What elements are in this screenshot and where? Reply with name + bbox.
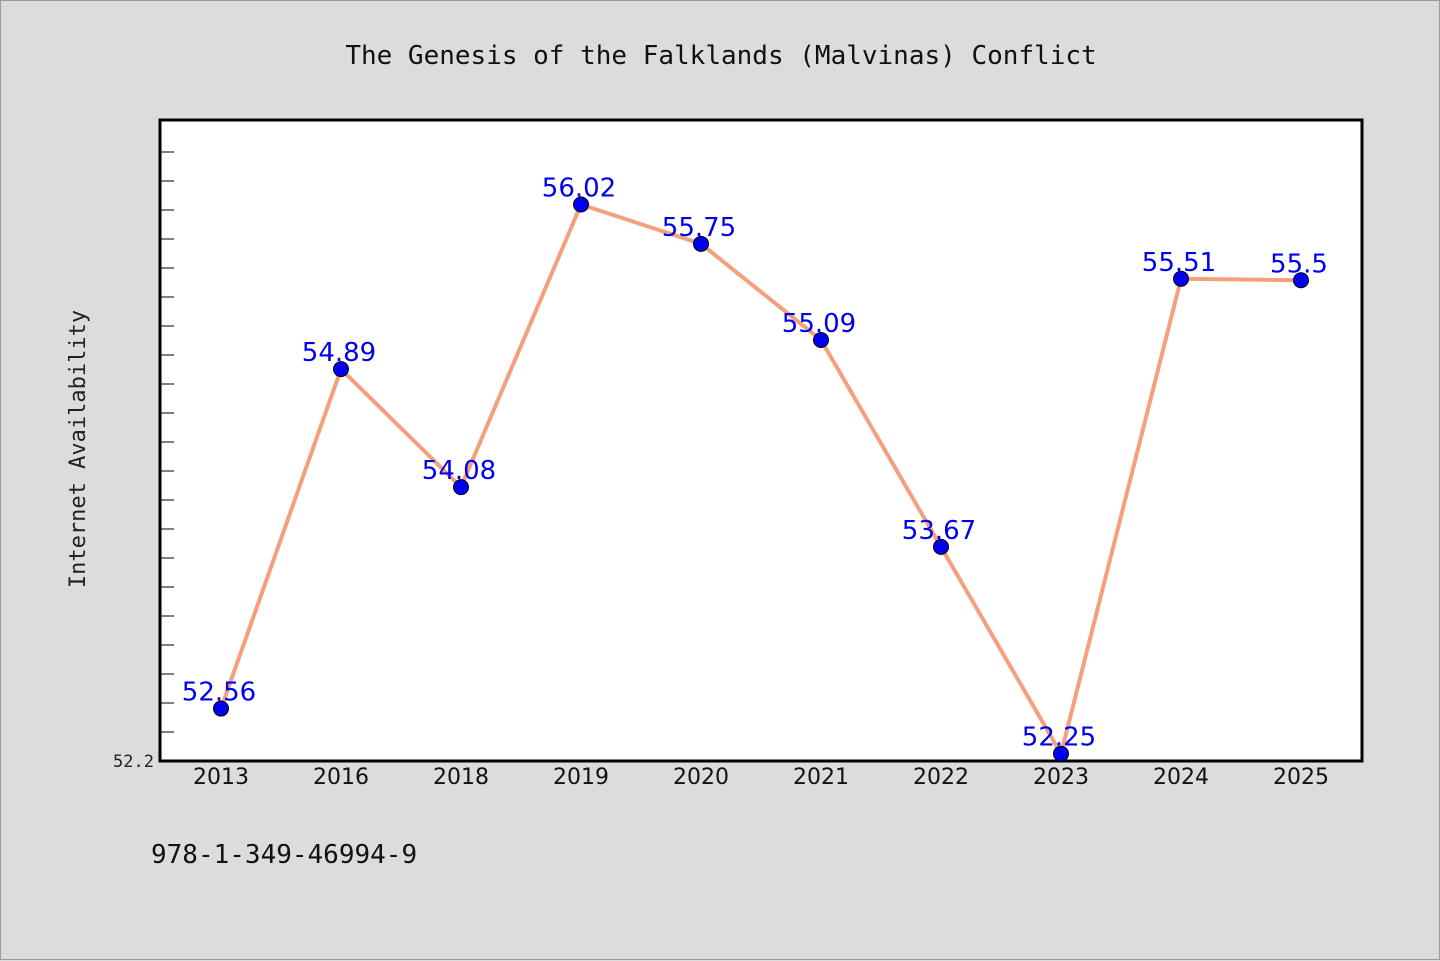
data-point [1053,745,1069,762]
plot-area [158,118,1364,763]
data-label: 52.56 [182,678,256,708]
data-point [693,235,709,252]
data-label: 54.08 [422,456,496,486]
x-tick-label: 2022 [913,765,969,790]
data-point [933,538,949,555]
x-tick-label: 2025 [1273,765,1329,790]
x-tick-label: 2018 [433,765,489,790]
data-point [1293,272,1309,289]
isbn-code: 978-1-349-46994-9 [151,840,417,870]
x-tick-label: 2024 [1153,765,1209,790]
data-point [813,331,829,348]
data-markers [213,196,1309,762]
data-point [333,361,349,378]
data-label: 52.25 [1022,723,1096,753]
data-label: 56.02 [542,173,616,203]
data-label: 55.51 [1142,248,1216,278]
y-tick-labels: 52.2 [113,752,154,772]
series-line-group [219,202,1303,756]
x-tick-label: 2016 [313,765,369,790]
x-tick-label: 2013 [193,765,249,790]
data-label: 53.67 [902,516,976,546]
data-labels: 52.56 54.89 54.08 56.02 55.75 55.09 53.67 52.25… [182,173,1328,752]
x-tick-label: 2020 [673,765,729,790]
data-point [1173,270,1189,287]
x-tick-labels: 2013 2016 2018 2019 2020 2021 2022 2023 2024 2025 [193,765,1329,790]
x-tick-label: 2019 [553,765,609,790]
y-minor-ticks [160,151,174,762]
data-label: 55.5 [1270,249,1328,279]
x-tick-label: 2021 [793,765,849,790]
y-tick-label: 52.2 [113,752,154,772]
data-point [213,700,229,717]
data-label: 55.09 [782,309,856,339]
data-point [573,196,589,213]
y-axis-label: Internet Availability [66,310,91,588]
series-line [219,202,1303,756]
data-point [453,479,469,496]
data-label: 54.89 [302,338,376,368]
chart-title: The Genesis of the Falklands (Malvinas) … [345,41,1096,71]
x-tick-label: 2023 [1033,765,1089,790]
data-label: 55.75 [662,213,736,243]
